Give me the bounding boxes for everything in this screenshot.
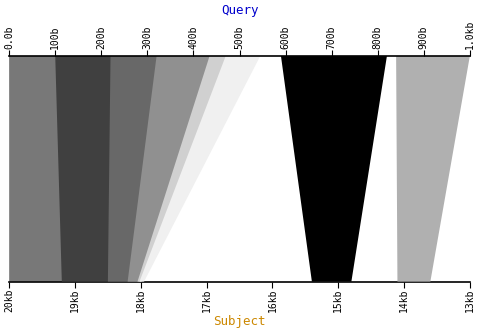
- X-axis label: Query: Query: [221, 4, 258, 17]
- Polygon shape: [139, 56, 260, 282]
- Polygon shape: [108, 56, 221, 282]
- Polygon shape: [137, 56, 251, 282]
- Polygon shape: [9, 56, 141, 282]
- X-axis label: Subject: Subject: [213, 315, 266, 328]
- Polygon shape: [127, 56, 244, 282]
- Polygon shape: [55, 56, 184, 282]
- Polygon shape: [9, 56, 141, 282]
- Polygon shape: [281, 56, 387, 282]
- Polygon shape: [396, 56, 470, 282]
